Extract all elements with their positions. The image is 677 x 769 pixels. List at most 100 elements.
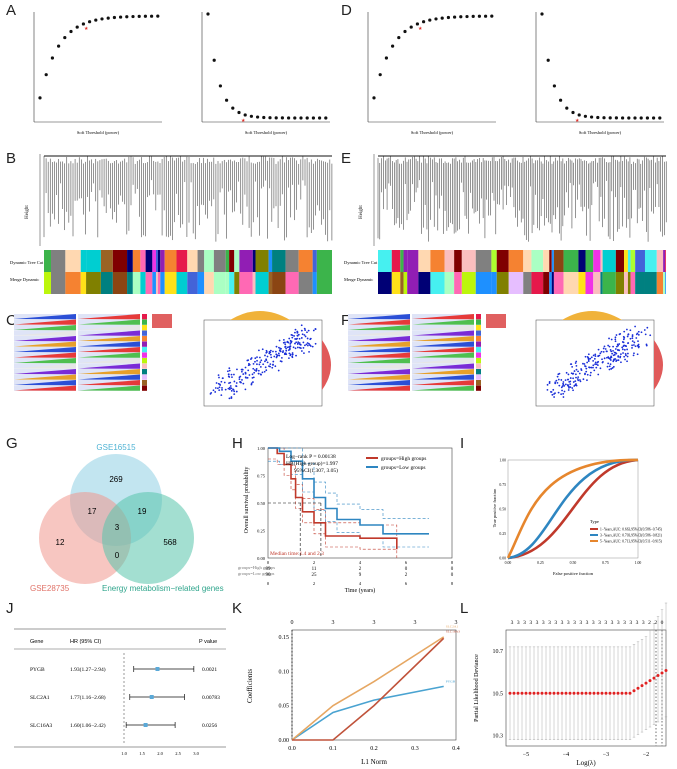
cv-point [508,691,512,695]
merge-dynamic-e: Merge Dynamic [344,277,373,282]
scatter-point [601,358,603,361]
panel-k-lasso-coef: Coefficients 0.00 0.05 0.10 0.15 0.0 0.1 0.2 0.… [246,620,460,766]
heat-wedge [412,385,474,391]
scatter-point [623,344,625,347]
scatter-point [294,328,297,331]
scatter-point [297,341,300,344]
scatter-point [291,336,294,339]
scatter-point [244,388,247,391]
scatter-point [218,376,220,379]
scatter-point [589,357,592,360]
scatter-point [609,363,612,366]
cv-top-tick: 3 [629,620,632,626]
venn-circle-energy [102,492,194,584]
scatter-point [239,375,242,378]
venn-set-label-gse28735: GSE28735 [30,584,70,593]
scatter-point [242,373,245,375]
forest-p: 0.0021 [202,667,217,673]
data-point [293,116,297,120]
scatter-point [272,364,274,366]
panel-d-scale-free-fit: ★ Soft Threshold (power) [367,12,496,135]
km-risk-low: 2 [405,573,408,578]
scatter-point [241,379,243,381]
module-swatch [142,325,147,331]
scatter-point [603,345,606,348]
scatter-point [272,360,275,363]
scatter-point [248,374,251,376]
scatter-point [597,373,600,376]
heat-wedge [412,325,474,331]
scatter-frame [203,319,323,407]
scatter-point [569,380,572,383]
merged-color-band [624,272,628,294]
module-color-band [164,250,177,272]
scatter-point [631,337,634,340]
scatter-point [233,373,235,376]
module-color-band [187,250,198,272]
module-color-band [531,250,544,272]
km-risk-high: 2 [359,567,362,572]
scatter-point [554,381,557,384]
forest-xtick: 2.5 [175,751,181,756]
scatter-point [291,353,294,356]
scatter-point [264,354,266,357]
scatter-point [586,356,589,358]
scatter-point [268,365,270,368]
scatter-point [586,379,588,382]
module-color-band [553,250,564,272]
cv-ytick: 10.5 [493,691,504,697]
merged-color-band [145,272,153,294]
merged-color-band [563,272,579,294]
scatter-point [594,353,597,356]
scatter-point [587,358,590,361]
merged-color-band [663,272,666,294]
module-swatch [142,380,147,386]
km-ytick: 1.00 [257,446,266,451]
scatter-point [227,387,230,390]
soft-threshold-xlabel-d: Soft Threshold (power) [411,130,454,135]
scatter-point [605,350,608,353]
scatter-point [614,338,617,341]
module-color-band [285,250,299,272]
scatter-point [285,353,288,356]
lasso-curve-slc2a1 [291,636,445,741]
merged-color-band [600,272,603,294]
scatter-point [635,333,638,336]
scatter-point [567,389,570,391]
cv-point [620,691,624,695]
soft-threshold-xlabel-a2: Soft Threshold (power) [245,130,288,135]
module-swatch [142,374,147,380]
scatter-point [633,344,635,346]
scatter-point [625,354,627,357]
scatter-point [290,340,293,343]
forest-p: 0.0256 [202,723,217,729]
scatter-point [255,370,258,372]
data-point [38,96,42,100]
lasso-ytick: 0.10 [279,669,290,675]
heat-wedge [348,369,410,375]
scatter-point [569,383,572,386]
data-point [621,116,625,120]
scatter-point [546,383,549,386]
cv-point [532,691,536,695]
scatter-point [588,366,591,369]
threshold-star: ★ [84,26,89,32]
merged-color-band [644,272,657,294]
data-point [583,114,587,118]
y-density [322,340,331,390]
scatter-point [250,357,253,359]
km-ytick: 0.25 [257,529,266,534]
scatter-point [233,380,236,383]
data-point [311,116,315,120]
scatter-point [637,330,640,333]
scatter-point [244,372,247,375]
km-risk-low: 90 [266,573,272,578]
merged-color-band [508,272,524,294]
heat-wedge [412,358,474,364]
scatter-point [579,379,581,381]
scatter-point [228,397,231,400]
merged-color-band [298,272,313,294]
scatter-point [284,341,286,344]
merged-color-band [378,272,392,294]
scatter-point [602,360,604,363]
